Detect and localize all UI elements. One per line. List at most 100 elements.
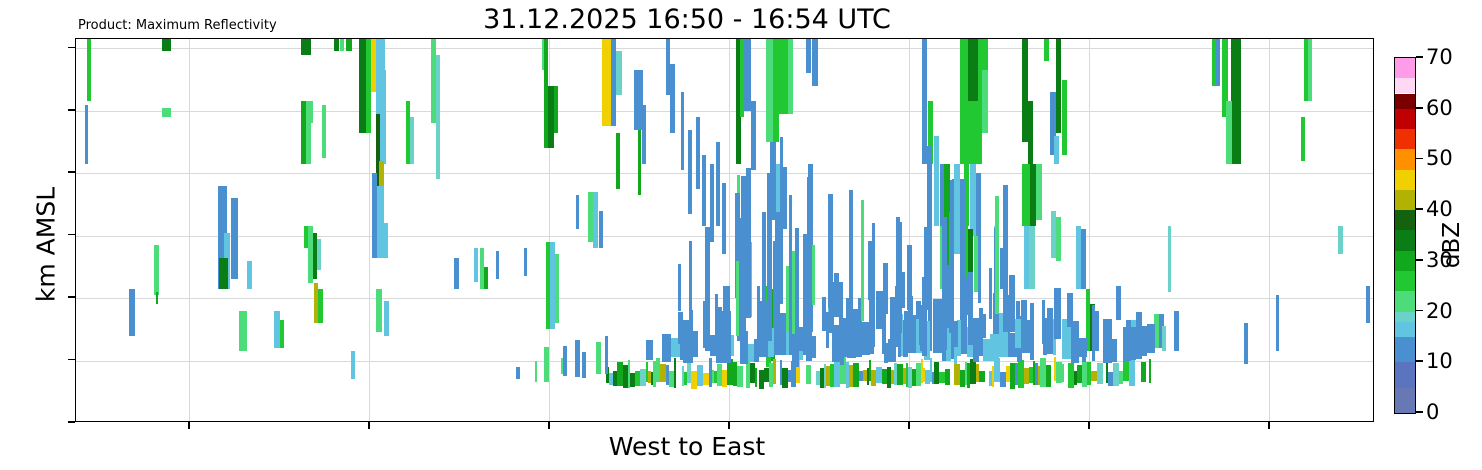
reflectivity-column	[928, 304, 932, 352]
reflectivity-column	[1056, 216, 1061, 261]
x-axis-label: West to East	[608, 432, 766, 461]
reflectivity-column	[890, 297, 897, 346]
reflectivity-cross-section-plot	[75, 38, 1374, 422]
reflectivity-column	[773, 39, 779, 143]
reflectivity-column	[710, 163, 714, 242]
reflectivity-column	[640, 369, 646, 387]
reflectivity-column	[788, 369, 791, 383]
colorbar-segment	[1395, 362, 1415, 388]
reflectivity-column	[1036, 163, 1042, 221]
reflectivity-column	[1074, 370, 1077, 386]
reflectivity-column	[1131, 327, 1136, 361]
gridline-vertical	[1089, 39, 1090, 421]
reflectivity-column	[979, 370, 985, 382]
reflectivity-column	[856, 309, 862, 358]
reflectivity-column	[1304, 39, 1309, 102]
gridline-vertical	[369, 39, 370, 421]
y-axis-tick	[68, 46, 75, 49]
reflectivity-column	[371, 39, 376, 93]
reflectivity-column	[674, 358, 676, 389]
reflectivity-column	[968, 271, 973, 346]
reflectivity-column	[933, 299, 942, 353]
reflectivity-column	[653, 361, 656, 388]
reflectivity-column	[314, 282, 318, 324]
reflectivity-column	[795, 227, 799, 367]
gridline-vertical	[189, 39, 190, 421]
reflectivity-column	[773, 358, 776, 385]
y-axis-label: km AMSL	[31, 186, 61, 303]
reflectivity-column	[1112, 338, 1117, 362]
chart-title: 31.12.2025 16:50 - 16:54 UTC	[483, 4, 891, 35]
reflectivity-column	[743, 331, 748, 364]
reflectivity-column	[741, 212, 746, 325]
reflectivity-column	[869, 359, 871, 382]
reflectivity-column	[129, 288, 135, 336]
reflectivity-column	[803, 234, 808, 356]
reflectivity-column	[474, 248, 478, 283]
reflectivity-column	[702, 154, 706, 227]
reflectivity-column	[162, 107, 171, 118]
reflectivity-column	[1116, 285, 1121, 320]
reflectivity-column	[231, 198, 238, 280]
reflectivity-column	[779, 39, 788, 114]
reflectivity-column	[932, 371, 934, 384]
reflectivity-column	[376, 288, 382, 333]
reflectivity-column	[454, 257, 459, 289]
x-axis-tick	[368, 422, 370, 429]
reflectivity-column	[737, 366, 743, 388]
reflectivity-column	[688, 129, 692, 214]
reflectivity-column	[680, 338, 683, 361]
reflectivity-column	[934, 362, 939, 385]
colorbar-tick-label: 10	[1426, 349, 1453, 374]
colorbar-segment	[1395, 189, 1415, 211]
reflectivity-column	[1022, 39, 1028, 143]
reflectivity-column	[346, 39, 352, 52]
reflectivity-column	[993, 292, 999, 335]
reflectivity-column	[978, 224, 981, 303]
reflectivity-column	[751, 101, 756, 171]
reflectivity-column	[960, 101, 982, 164]
colorbar-tick	[1416, 56, 1423, 58]
reflectivity-column	[691, 370, 697, 389]
reflectivity-column	[630, 372, 635, 388]
reflectivity-column	[642, 104, 646, 164]
reflectivity-column	[774, 305, 777, 355]
reflectivity-column	[861, 199, 864, 321]
x-axis-tick	[548, 422, 550, 429]
reflectivity-column	[928, 101, 933, 164]
reflectivity-column	[1043, 317, 1047, 356]
reflectivity-column	[759, 370, 764, 389]
reflectivity-column	[757, 286, 760, 342]
reflectivity-column	[903, 368, 906, 385]
reflectivity-column	[611, 39, 616, 127]
colorbar-segment	[1395, 336, 1415, 363]
reflectivity-column	[682, 366, 684, 387]
reflectivity-column	[786, 266, 789, 332]
reflectivity-column	[921, 359, 923, 384]
reflectivity-column	[239, 310, 247, 352]
reflectivity-column	[954, 320, 958, 348]
reflectivity-column	[1071, 320, 1079, 364]
reflectivity-column	[764, 368, 769, 382]
reflectivity-column	[431, 39, 436, 124]
reflectivity-column	[983, 339, 990, 361]
reflectivity-column	[554, 85, 558, 133]
reflectivity-column	[1077, 365, 1082, 383]
reflectivity-column	[970, 358, 976, 385]
reflectivity-column	[666, 39, 670, 96]
reflectivity-column	[480, 248, 484, 289]
reflectivity-column	[1015, 319, 1021, 349]
reflectivity-column	[924, 226, 929, 310]
reflectivity-column	[826, 312, 829, 348]
reflectivity-column	[1030, 163, 1036, 227]
reflectivity-column	[748, 343, 754, 363]
colorbar-title: dBZ	[1439, 221, 1465, 269]
reflectivity-column	[812, 244, 815, 306]
reflectivity-column	[575, 340, 580, 378]
reflectivity-column	[1056, 362, 1062, 383]
reflectivity-column	[1038, 366, 1040, 385]
reflectivity-column	[681, 92, 684, 171]
reflectivity-column	[1000, 248, 1004, 289]
reflectivity-column	[366, 39, 371, 133]
reflectivity-column	[1044, 39, 1049, 61]
